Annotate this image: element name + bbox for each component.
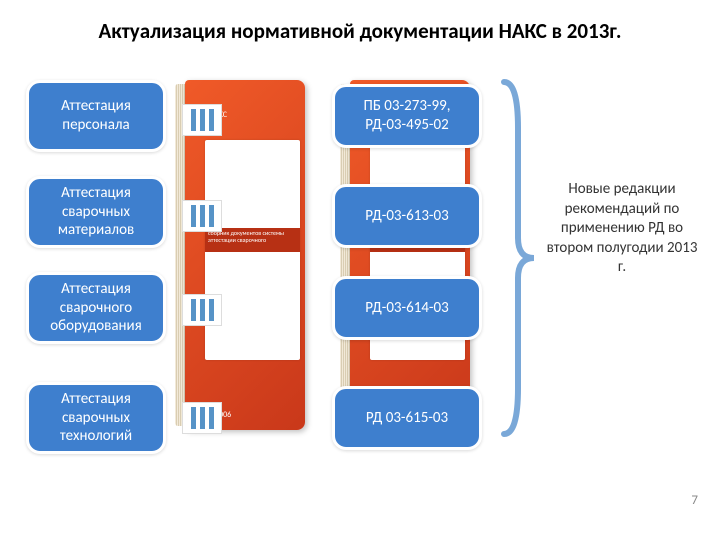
box-label: Аттестация сварочного оборудования (37, 280, 155, 336)
right-box-2: РД-03-613-03 (332, 184, 482, 248)
left-box-3: Аттестация сварочного оборудования (26, 272, 166, 344)
connector-4 (182, 402, 222, 434)
connector-bar (191, 205, 196, 227)
box-label: Аттестация сварочных материалов (37, 184, 155, 240)
box-label: РД-03-614-03 (365, 299, 448, 318)
connector-bar (191, 109, 196, 131)
brace-icon (498, 78, 538, 438)
left-box-1: Аттестация персонала (26, 80, 166, 152)
connector-3 (182, 294, 222, 326)
connector-bar (200, 407, 205, 429)
box-label: Аттестация сварочных технологий (37, 390, 155, 446)
connector-1 (182, 104, 222, 136)
connector-bar (200, 205, 205, 227)
connector-bar (209, 109, 214, 131)
connector-bar (209, 299, 214, 321)
page-title: Актуализация нормативной документации НА… (0, 0, 720, 54)
box-label: ПБ 03-273-99, РД-03-495-02 (364, 97, 451, 135)
diagram-stage: НАКС сборник документов системы аттестац… (0, 60, 720, 520)
connector-bar (209, 205, 214, 227)
connector-2 (182, 200, 222, 232)
connector-bar (191, 407, 196, 429)
box-label: Аттестация персонала (37, 97, 155, 135)
left-box-2: Аттестация сварочных материалов (26, 176, 166, 248)
side-annotation: Новые редакции рекомендаций по применени… (542, 180, 702, 278)
connector-bar (200, 299, 205, 321)
page-number: 7 (691, 493, 698, 508)
box-label: РД 03-615-03 (366, 409, 448, 428)
connector-bar (191, 299, 196, 321)
connector-bar (200, 109, 205, 131)
right-box-4: РД 03-615-03 (332, 386, 482, 450)
right-box-1: ПБ 03-273-99, РД-03-495-02 (332, 84, 482, 148)
left-box-4: Аттестация сварочных технологий (26, 382, 166, 454)
connector-bar (209, 407, 214, 429)
right-box-3: РД-03-614-03 (332, 276, 482, 340)
box-label: РД-03-613-03 (365, 207, 448, 226)
